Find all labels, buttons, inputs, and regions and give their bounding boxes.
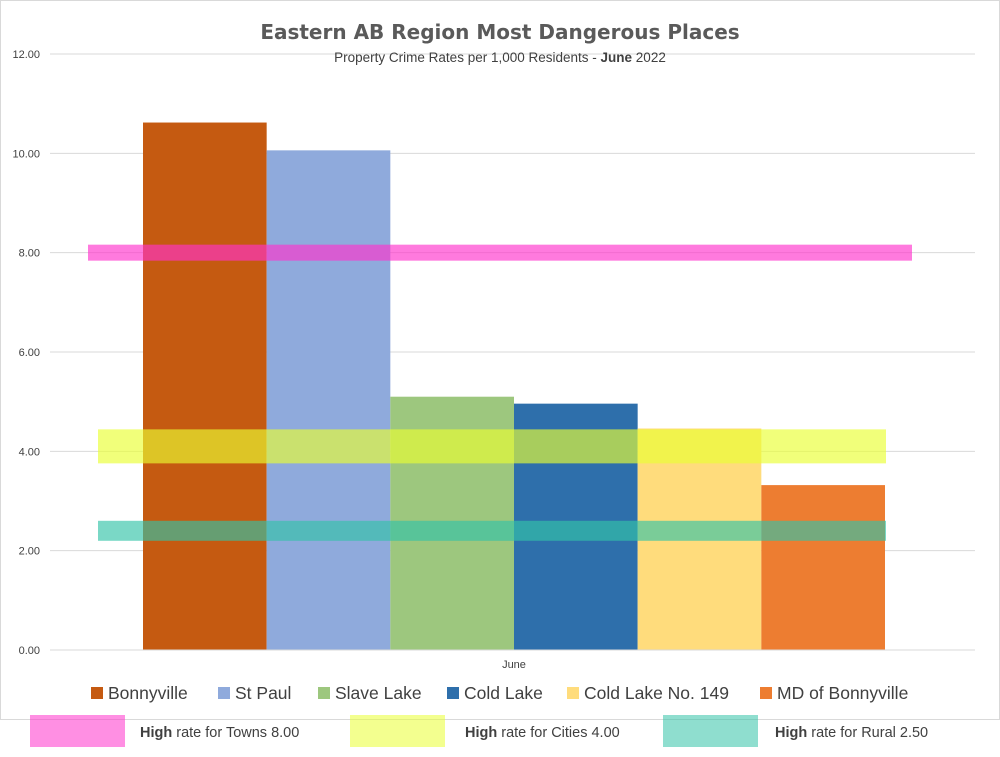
chart-title: Eastern AB Region Most Dangerous Places (260, 20, 739, 44)
bar-bonnyville (143, 122, 267, 651)
y-axis-ticks: 0.00 2.00 4.00 6.00 8.00 10.00 12.00 (12, 49, 40, 657)
reference-label-text: rate for Towns 8.00 (172, 725, 299, 741)
chart-subtitle: Property Crime Rates per 1,000 Residents… (334, 50, 666, 65)
reference-label-text: rate for Cities 4.00 (497, 725, 620, 741)
legend-swatch (447, 687, 459, 699)
legend-label: Cold Lake No. 149 (584, 683, 729, 703)
reference-label: High rate for Towns 8.00 (140, 725, 299, 741)
y-tick-label: 6.00 (19, 347, 40, 359)
legend-label: St Paul (235, 683, 291, 703)
legend-label: Cold Lake (464, 683, 543, 703)
y-tick-label: 4.00 (19, 446, 40, 458)
y-tick-label: 10.00 (12, 148, 40, 160)
legend-label: Bonnyville (108, 683, 188, 703)
bar-st-paul (266, 150, 391, 650)
reference-label-bold: High (140, 725, 172, 741)
legend-swatch (91, 687, 103, 699)
x-category-label: June (502, 659, 526, 671)
subtitle-suffix: 2022 (632, 50, 666, 65)
reference-swatch (663, 715, 758, 747)
reference-label: High rate for Rural 2.50 (775, 725, 928, 741)
legend-swatch (218, 687, 230, 699)
legend-label: MD of Bonnyville (777, 683, 908, 703)
reference-line-2 (98, 520, 886, 541)
reference-line-legend: High rate for Towns 8.00 High rate for Ci… (30, 715, 928, 747)
legend-label: Slave Lake (335, 683, 422, 703)
reference-lines (88, 244, 912, 541)
subtitle-prefix: Property Crime Rates per 1,000 Residents… (334, 50, 600, 65)
reference-label: High rate for Cities 4.00 (465, 725, 620, 741)
reference-label-bold: High (465, 725, 497, 741)
legend-swatch (318, 687, 330, 699)
y-tick-label: 8.00 (19, 248, 40, 260)
legend-swatch (760, 687, 772, 699)
y-tick-label: 0.00 (19, 645, 40, 657)
bar-md-of-bonnyville (761, 485, 885, 650)
bars (143, 122, 885, 651)
y-tick-label: 2.00 (19, 546, 40, 558)
reference-line-0 (88, 244, 912, 261)
y-tick-label: 12.00 (12, 49, 40, 61)
legend-swatch (567, 687, 579, 699)
legend: Bonnyville St Paul Slave Lake Cold Lake Cold… (91, 683, 908, 703)
reference-line-1 (98, 429, 886, 464)
reference-swatch (30, 715, 125, 747)
reference-label-bold: High (775, 725, 807, 741)
reference-swatch (350, 715, 445, 747)
subtitle-month: June (601, 50, 633, 65)
reference-label-text: rate for Rural 2.50 (807, 725, 928, 741)
